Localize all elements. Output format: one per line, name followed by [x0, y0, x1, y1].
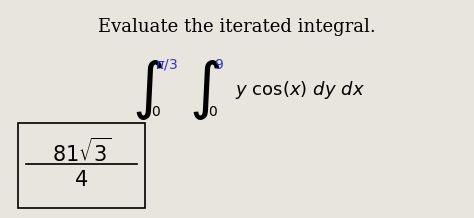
Text: $0$: $0$	[208, 105, 218, 119]
Text: $\int$: $\int$	[132, 58, 164, 122]
Text: $\pi/3$: $\pi/3$	[155, 58, 177, 73]
Text: Evaluate the iterated integral.: Evaluate the iterated integral.	[98, 18, 376, 36]
Text: $0$: $0$	[151, 105, 161, 119]
Text: $81\sqrt{3}$: $81\sqrt{3}$	[52, 137, 111, 166]
Text: $y\ \mathrm{cos}(x)\ dy\ dx$: $y\ \mathrm{cos}(x)\ dy\ dx$	[235, 79, 365, 101]
Text: $\int$: $\int$	[190, 58, 220, 122]
Text: $9$: $9$	[214, 58, 224, 72]
Text: $4$: $4$	[74, 170, 89, 189]
Bar	[18, 123, 145, 208]
